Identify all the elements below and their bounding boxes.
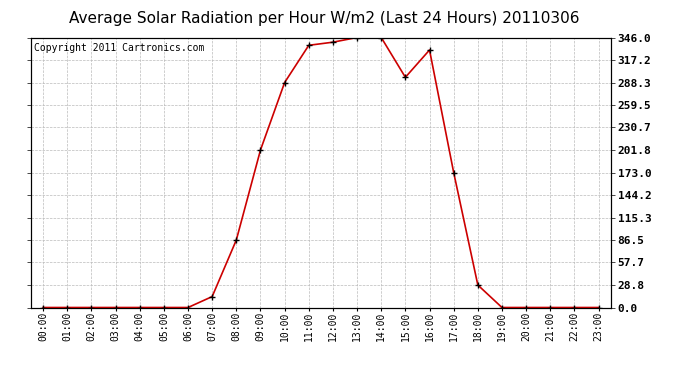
Text: Average Solar Radiation per Hour W/m2 (Last 24 Hours) 20110306: Average Solar Radiation per Hour W/m2 (L… [69, 11, 580, 26]
Text: Copyright 2011 Cartronics.com: Copyright 2011 Cartronics.com [34, 43, 204, 53]
